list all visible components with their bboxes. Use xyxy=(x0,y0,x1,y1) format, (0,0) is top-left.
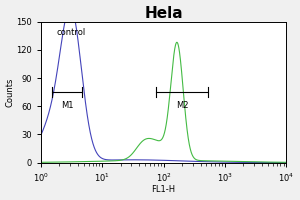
Text: control: control xyxy=(57,28,86,37)
Text: M1: M1 xyxy=(61,101,74,110)
Text: M2: M2 xyxy=(176,101,188,110)
Y-axis label: Counts: Counts xyxy=(6,77,15,107)
X-axis label: FL1-H: FL1-H xyxy=(152,185,176,194)
Title: Hela: Hela xyxy=(144,6,183,21)
